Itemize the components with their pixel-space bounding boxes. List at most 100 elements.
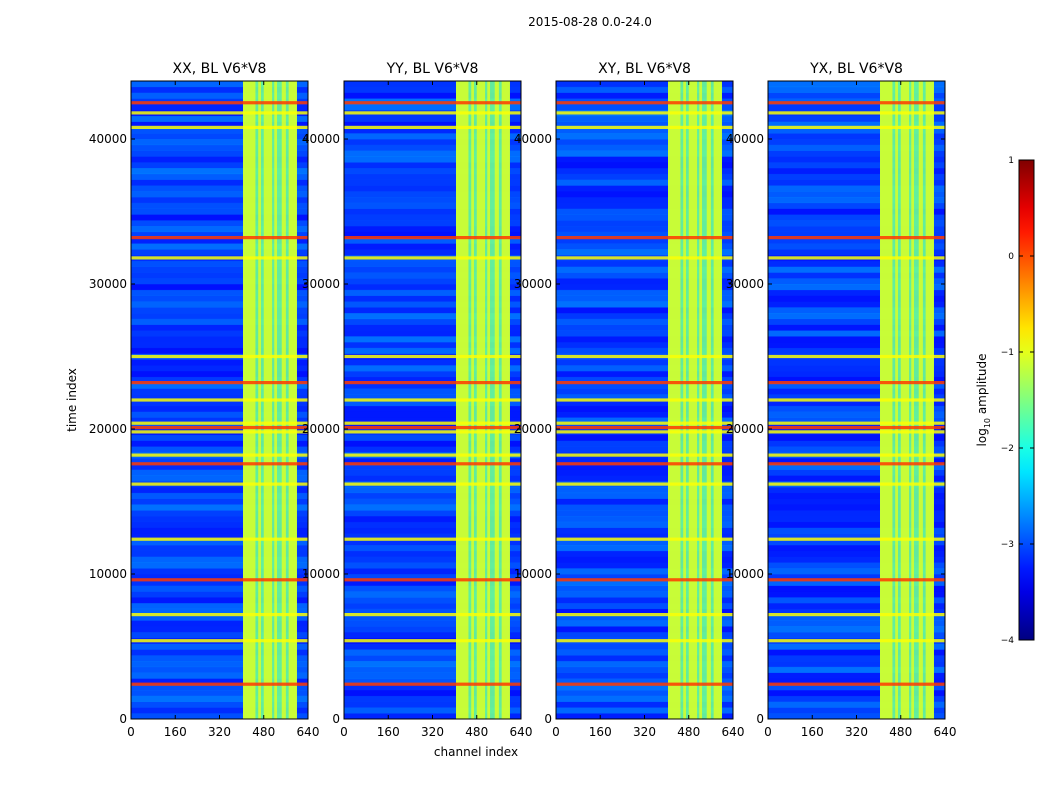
heatmap-row [131,701,308,708]
y-tick-label: 0 [544,712,552,726]
heatmap-row [344,144,521,151]
heatmap-row [556,632,733,639]
heatmap-row [768,690,945,697]
heatmap-row [768,220,945,227]
heatmap-row [344,260,521,267]
heatmap-row [131,173,308,180]
heatmap-row [768,168,945,175]
heatmap-row [768,504,945,511]
heatmap-row [768,144,945,151]
y-tick-label: 0 [756,712,764,726]
rfi-time-stripe [131,537,308,541]
rfi-time-stripe [344,236,521,240]
heatmap-row [344,585,521,592]
heatmap-row [556,417,733,424]
colorbar-label-sub: 10 [983,418,992,428]
heatmap-row [768,214,945,221]
heatmap-row [131,156,308,163]
rfi-time-stripe [768,354,945,359]
rfi-time-stripe [344,537,521,541]
heatmap-row [131,226,308,233]
heatmap-row [344,626,521,633]
x-tick-label: 480 [465,725,488,739]
heatmap-row [131,516,308,523]
rfi-time-stripe [131,613,308,617]
heatmap-row [344,220,521,227]
heatmap-row [556,307,733,314]
rfi-time-stripe [131,462,308,466]
heatmap-row [768,411,945,418]
heatmap-row [768,434,945,441]
y-tick-label: 10000 [514,567,552,581]
heatmap-row [556,179,733,186]
heatmap-row [556,492,733,499]
heatmap-row [344,632,521,639]
heatmap-row [556,313,733,320]
heatmap-row [556,487,733,494]
y-tick-label: 20000 [514,422,552,436]
heatmap-row [556,469,733,476]
rfi-time-stripe [556,639,733,643]
heatmap-row [556,365,733,372]
rfi-time-stripe [344,482,521,486]
heatmap-row [556,545,733,552]
heatmap-row [131,342,308,349]
heatmap-row [344,237,521,244]
heatmap-row [131,690,308,697]
colorbar-tick-label: −2 [1001,444,1014,454]
x-tick-label: 320 [421,725,444,739]
colorbar-label-rest: amplitude [975,354,989,418]
x-tick-label: 160 [164,725,187,739]
heatmap-row [556,394,733,401]
heatmap-row [344,405,521,412]
heatmap-row [344,313,521,320]
heatmap-row [344,539,521,546]
heatmap-row [131,527,308,534]
heatmap-row [556,440,733,447]
heatmap-row [344,684,521,691]
rfi-time-stripe [131,398,308,402]
panel-title: YY, BL V6*V8 [386,61,479,77]
heatmap-row [131,405,308,412]
heatmap-row [768,249,945,256]
heatmap-row [344,394,521,401]
heatmap-row [344,411,521,418]
rfi-time-stripe [556,236,733,240]
heatmap-row [768,330,945,337]
rfi-time-stripe [556,381,733,385]
heatmap-row [344,695,521,702]
heatmap-row [556,614,733,621]
heatmap-row [131,330,308,337]
colorbar-tick-label: −4 [1001,636,1015,646]
heatmap-row [768,226,945,233]
heatmap-row [344,400,521,407]
heatmap-row [768,92,945,99]
heatmap-row [768,394,945,401]
heatmap-row [131,388,308,395]
heatmap-row [768,469,945,476]
heatmap-row [768,533,945,540]
y-tick-label: 40000 [726,132,764,146]
heatmap-row [768,440,945,447]
y-tick-label: 40000 [302,132,340,146]
rfi-time-stripe [768,453,945,457]
y-tick-label: 40000 [89,132,127,146]
heatmap-row [344,150,521,157]
heatmap-row [768,597,945,604]
heatmap-row [131,568,308,575]
heatmap-row [556,562,733,569]
x-tick-label: 0 [127,725,135,739]
rfi-time-stripe [344,101,521,105]
heatmap-row [344,191,521,198]
heatmap-row [768,266,945,273]
heatmap-row [556,591,733,598]
heatmap-row [344,179,521,186]
heatmap-row [344,521,521,528]
heatmap-row [768,574,945,581]
panel-xx: XX, BL V6*V8 0 160 320 480 640 0 10000 20000 3000… [89,61,320,739]
heatmap-row [556,191,733,198]
heatmap-row [344,568,521,575]
heatmap-row [131,603,308,610]
heatmap-row [344,516,521,523]
heatmap-row [556,608,733,615]
